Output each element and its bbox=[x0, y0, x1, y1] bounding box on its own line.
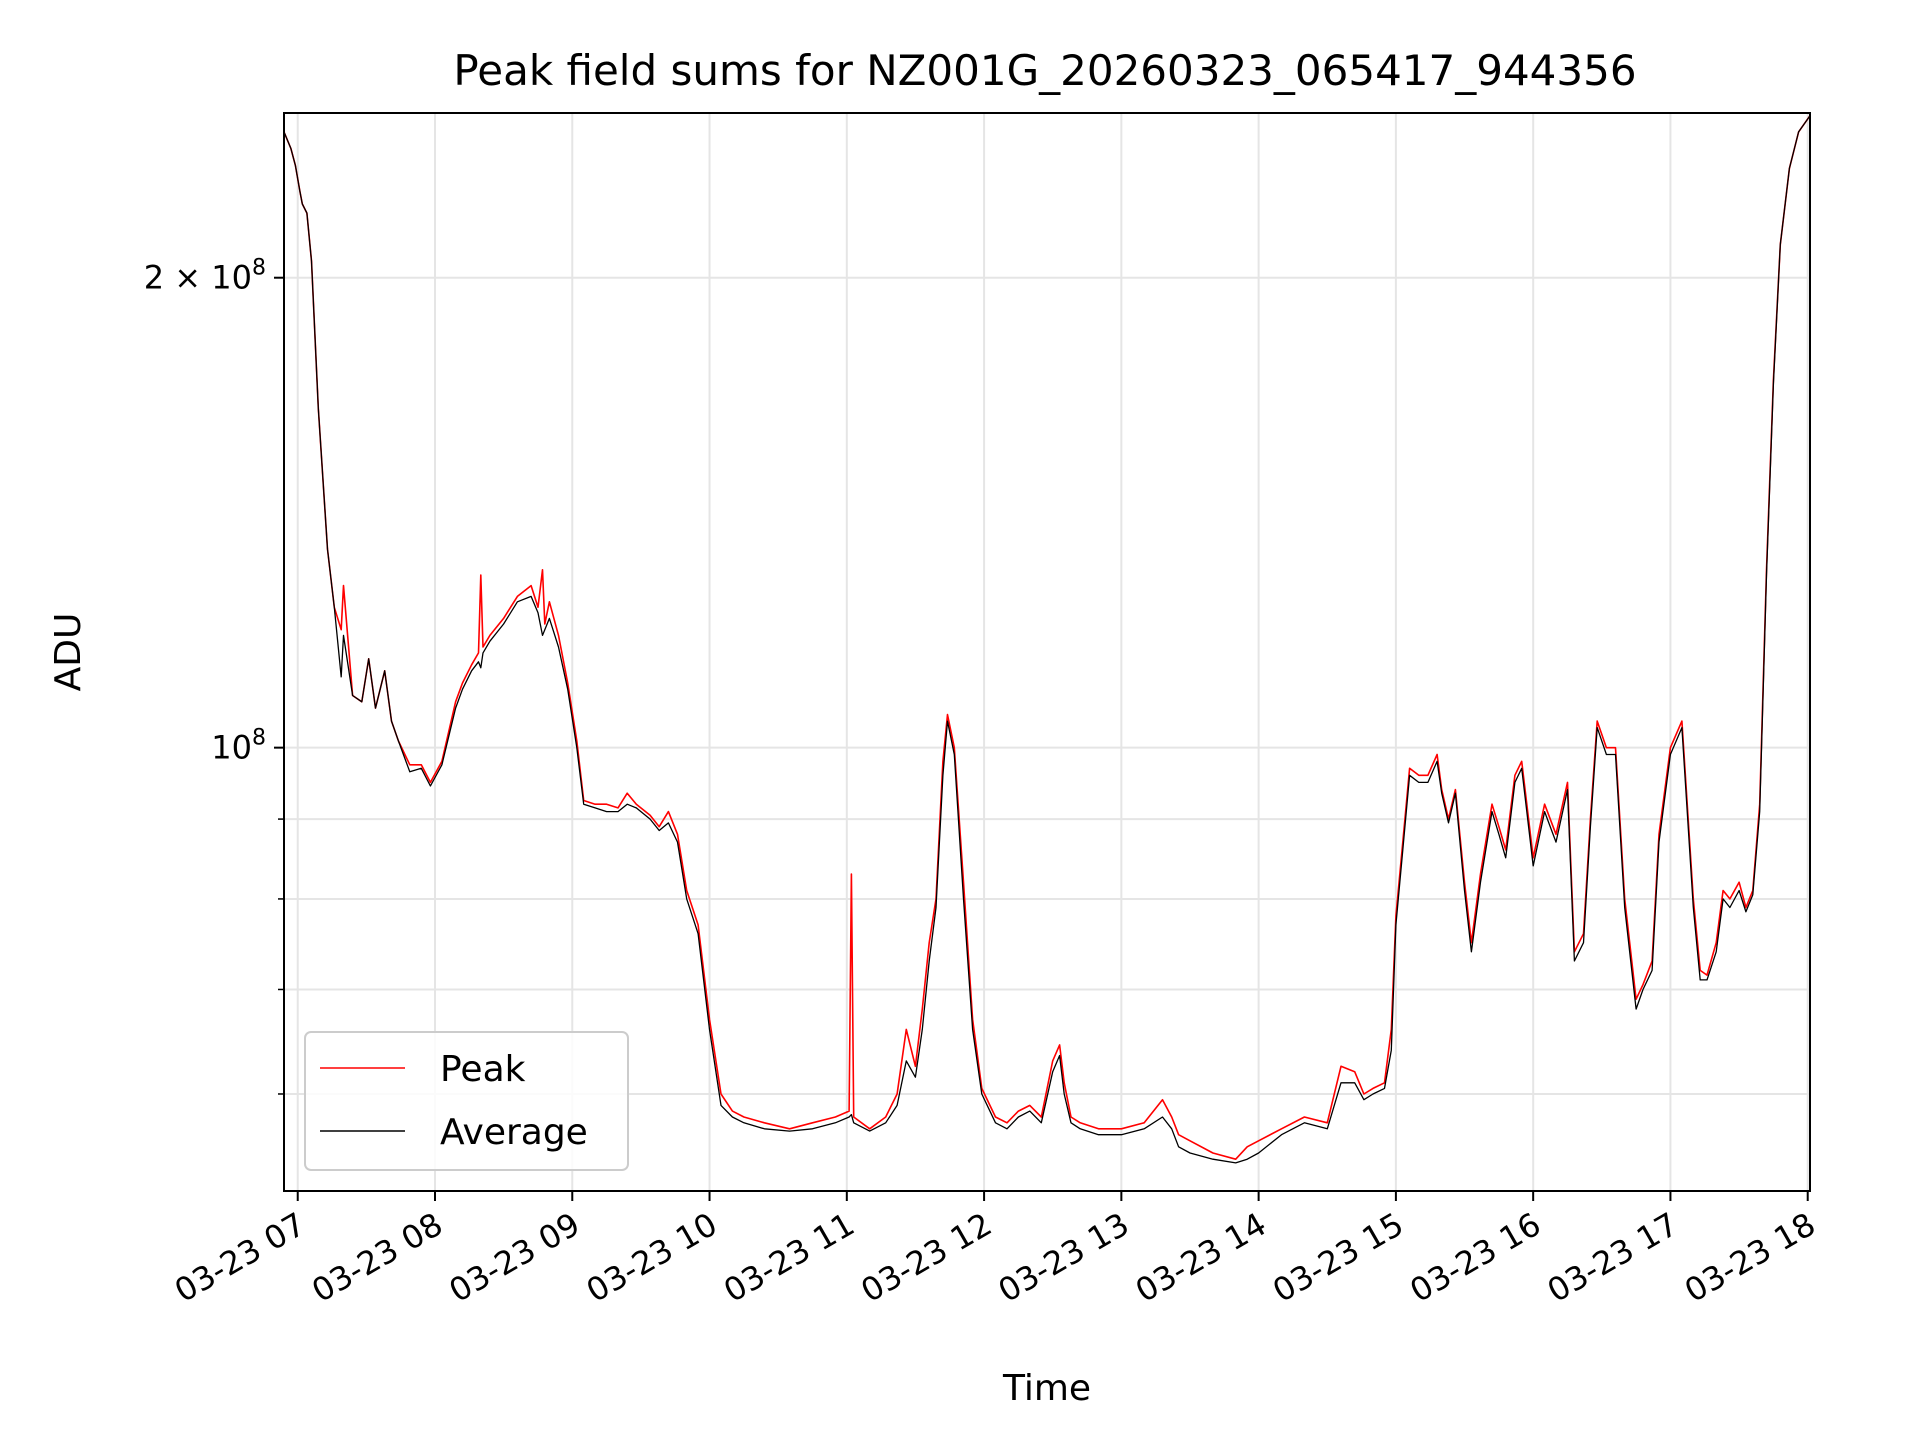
y-tick-label: 2 × 108 bbox=[144, 256, 266, 297]
legend: Peak Average bbox=[304, 1031, 629, 1171]
y-tick-label: 108 bbox=[211, 726, 266, 767]
plot-lines bbox=[283, 115, 1811, 1164]
legend-label-average: Average bbox=[440, 1112, 588, 1153]
series-line-average bbox=[283, 115, 1811, 1164]
y-axis-label: ADU bbox=[48, 613, 89, 692]
legend-label-peak: Peak bbox=[440, 1049, 526, 1090]
chart-title: Peak field sums for NZ001G_20260323_0654… bbox=[453, 46, 1636, 95]
legend-box bbox=[304, 1031, 629, 1171]
x-axis-label: Time bbox=[1002, 1368, 1091, 1409]
plot-frame bbox=[283, 112, 1811, 1192]
y-axis: 108 2 × 108 bbox=[144, 256, 284, 1095]
grid bbox=[284, 113, 1810, 1191]
